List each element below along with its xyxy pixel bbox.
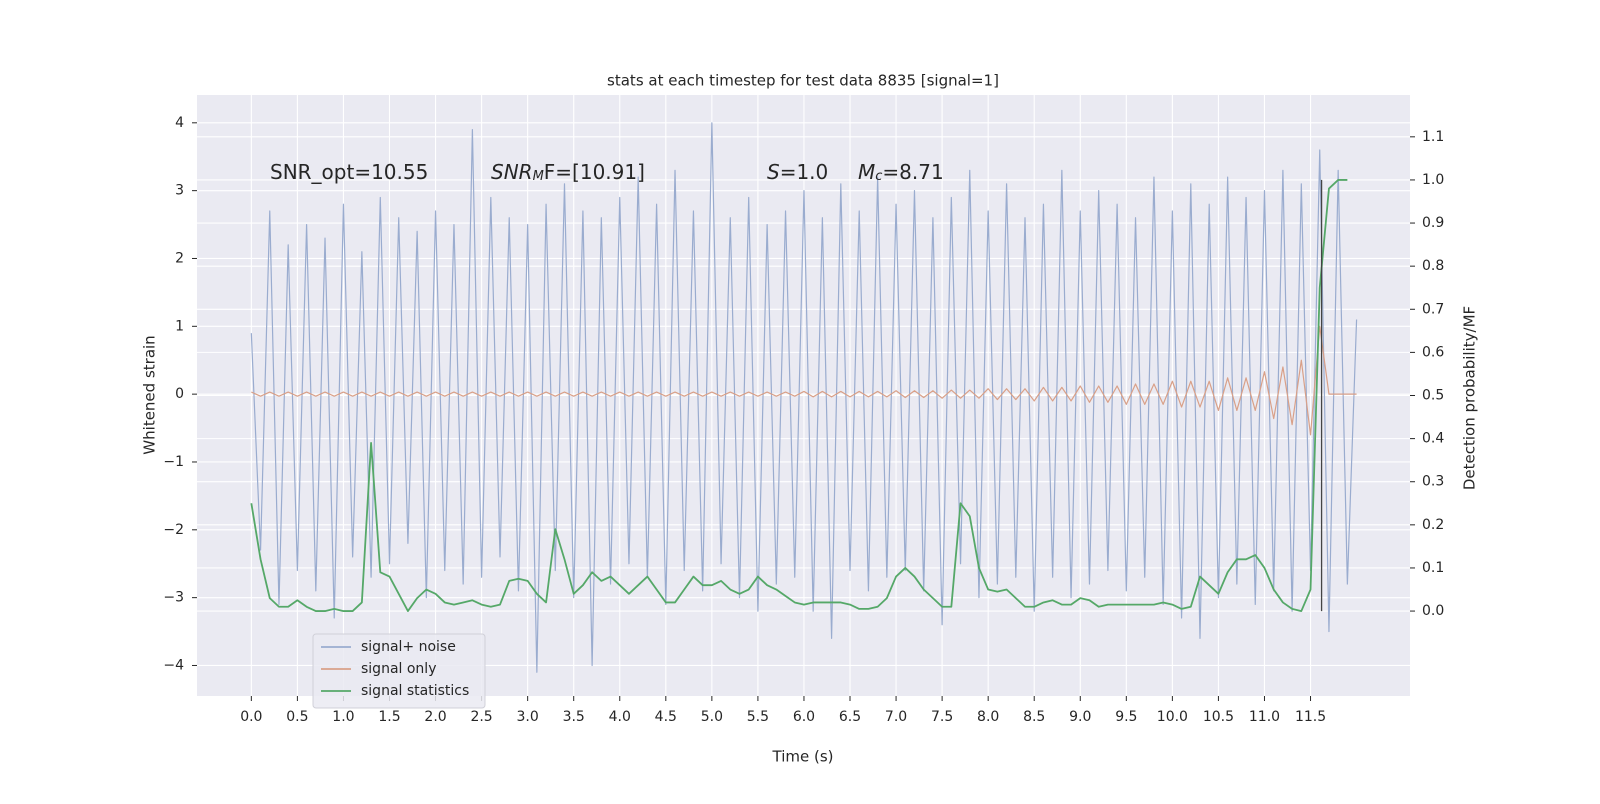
annotation-part: F=[10.91] [544,160,645,184]
legend-label: signal statistics [361,683,469,699]
y2-tick-label: 0.6 [1422,344,1444,360]
x-tick-label: 1.5 [378,709,400,725]
legend-label: signal+ noise [361,639,456,655]
x-axis-label: Time (s) [772,748,834,766]
y-tick-label: 1 [175,318,184,334]
y-tick-label: 4 [175,115,184,131]
y-tick-label: 3 [175,183,184,199]
y2-tick-label: 0.0 [1422,603,1444,619]
annotation: Mc=8.71 [858,160,944,185]
annotation: S=1.0 [767,160,828,184]
x-tick-label: 4.5 [655,709,677,725]
annotation-part: S [767,160,780,184]
x-tick-label: 9.5 [1115,709,1137,725]
annotation-part: M [858,160,875,184]
annotation-part: =1.0 [780,160,829,184]
x-tick-label: 0.0 [240,709,262,725]
series-line [250,179,1348,612]
x-tick-label: 0.5 [286,709,308,725]
chart-title: stats at each timestep for test data 883… [607,72,999,90]
x-tick-label: 10.0 [1157,709,1188,725]
y-tick-label: 0 [175,386,184,402]
annotation-part: c [875,169,882,184]
series-line [250,122,1358,673]
x-tick-label: 11.5 [1295,709,1326,725]
x-tick-label: 2.0 [424,709,446,725]
y-axis-label: Whitened strain [141,335,159,454]
legend: signal+ noise signal only signal statistic… [312,633,486,709]
y2-tick-label: 1.1 [1422,129,1444,145]
y2-tick-label: 0.7 [1422,301,1444,317]
y2-tick-label: 0.2 [1422,517,1444,533]
x-tick-label: 10.5 [1203,709,1234,725]
y2-axis-label: Detection probability/MF [1461,306,1479,490]
x-tick-label: 6.0 [793,709,815,725]
x-tick-label: 8.5 [1023,709,1045,725]
annotation: SNRMF=[10.91] [491,160,645,185]
x-tick-label: 11.0 [1249,709,1280,725]
annotation-part: SNR_opt=10.55 [270,160,428,184]
x-tick-label: 6.5 [839,709,861,725]
legend-box [312,633,486,709]
x-tick-label: 1.0 [332,709,354,725]
annotation-part: M [533,169,544,184]
annotation-part: =8.71 [882,160,943,184]
y2-tick-label: 0.8 [1422,258,1444,274]
x-tick-label: 3.5 [563,709,585,725]
annotation-part: SNR [491,160,533,184]
y-tick-label: 2 [175,250,184,266]
x-tick-label: 7.0 [885,709,907,725]
y-tick-label: −4 [163,657,184,673]
x-tick-label: 5.5 [747,709,769,725]
y2-tick-label: 0.1 [1422,560,1444,576]
y-tick-label: −2 [163,522,184,538]
legend-label: signal only [361,661,436,677]
x-tick-label: 5.0 [701,709,723,725]
x-tick-label: 9.0 [1069,709,1091,725]
x-tick-label: 7.5 [931,709,953,725]
x-tick-label: 4.0 [609,709,631,725]
x-tick-label: 3.0 [517,709,539,725]
y2-tick-label: 1.0 [1422,172,1444,188]
y2-tick-label: 0.3 [1422,474,1444,490]
y2-tick-label: 0.9 [1422,215,1444,231]
y-tick-label: −3 [163,590,184,606]
x-tick-label: 8.0 [977,709,999,725]
y2-tick-label: 0.4 [1422,431,1444,447]
x-tick-label: 2.5 [470,709,492,725]
annotation: SNR_opt=10.55 [270,160,428,184]
y-tick-label: −1 [163,454,184,470]
y2-tick-label: 0.5 [1422,388,1444,404]
series-line [251,325,1357,436]
